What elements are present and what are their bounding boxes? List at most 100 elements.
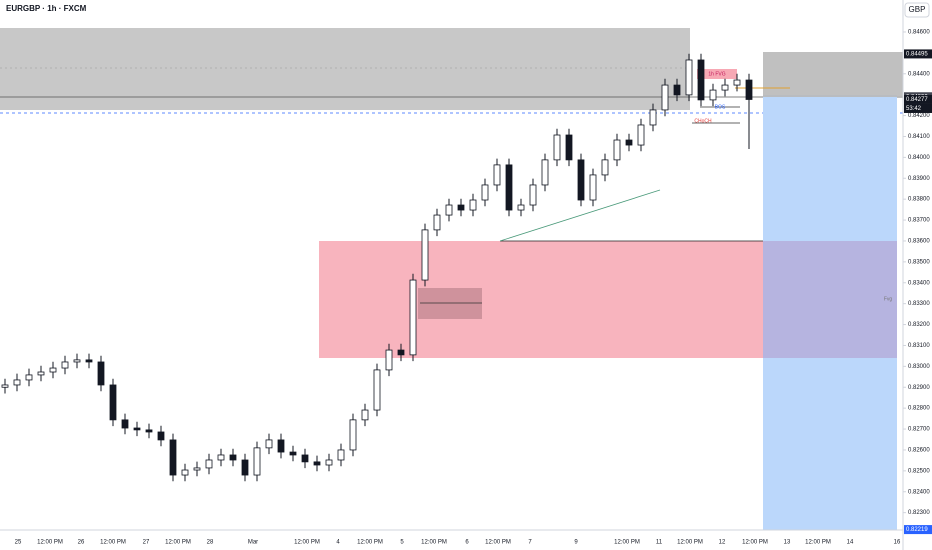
candle-body: [457, 204, 465, 211]
candle-body: [469, 199, 477, 211]
candle-body: [541, 159, 549, 186]
candle-body: [709, 89, 717, 101]
candle-body: [205, 459, 213, 469]
y-tick-label: 0.84000: [908, 155, 930, 161]
y-tick-label: 0.82700: [908, 427, 930, 433]
candle-body: [553, 134, 561, 161]
fvg-box: [697, 69, 737, 79]
candle-body: [37, 371, 45, 376]
y-tick-label: 0.84100: [908, 134, 930, 140]
supply-zone: [0, 28, 690, 110]
y-tick-label: 0.83400: [908, 280, 930, 286]
candle-body: [61, 361, 69, 369]
y-tick-label: 0.84200: [908, 113, 930, 119]
x-tick-label: 28: [207, 540, 214, 546]
candle-body: [145, 429, 153, 433]
x-tick-label: 12:00 PM: [805, 540, 831, 546]
candle-body: [337, 449, 345, 461]
y-tick-label: 0.82400: [908, 489, 930, 495]
y-tick-label: 0.84400: [908, 71, 930, 77]
candle-body: [397, 349, 405, 356]
symbol-title: EURGBP · 1h · FXCM: [6, 4, 87, 13]
y-tick-label: 0.82500: [908, 468, 930, 474]
candle-body: [589, 174, 597, 201]
order-block: [418, 288, 482, 319]
candle-body: [649, 109, 657, 126]
y-tick-label: 0.83900: [908, 176, 930, 182]
candle-body: [445, 204, 453, 216]
candle-body: [109, 384, 117, 421]
price-tag-label: 0.82219: [906, 527, 928, 533]
x-tick-label: 13: [784, 540, 791, 546]
x-tick-label: 12:00 PM: [37, 540, 63, 546]
currency[interactable]: GBP: [909, 5, 926, 14]
x-tick-label: 12: [719, 540, 726, 546]
candle-body: [493, 164, 501, 186]
candle-body: [121, 419, 129, 429]
candle-body: [601, 159, 609, 176]
candle-body: [85, 359, 93, 363]
countdown: 53:42: [906, 106, 922, 112]
stop-zone: [763, 52, 903, 97]
x-tick-label: 7: [528, 540, 532, 546]
y-tick-label: 0.82900: [908, 385, 930, 391]
candle-body: [421, 229, 429, 281]
x-tick-label: 6: [465, 540, 469, 546]
y-tick-label: 0.83500: [908, 259, 930, 265]
y-tick-label: 0.83100: [908, 343, 930, 349]
candle-body: [577, 159, 585, 201]
candle-body: [253, 447, 261, 476]
x-tick-label: 5: [400, 540, 404, 546]
x-tick-label: 9: [574, 540, 578, 546]
x-tick-label: 12:00 PM: [485, 540, 511, 546]
candle-body: [565, 134, 573, 161]
candle-body: [325, 459, 333, 466]
trend-line: [499, 189, 661, 242]
candle-body: [517, 204, 525, 211]
x-tick-label: 12:00 PM: [677, 540, 703, 546]
x-tick-label: 12:00 PM: [357, 540, 383, 546]
x-tick-label: 12:00 PM: [614, 540, 640, 546]
countdown-box: [904, 103, 932, 113]
price-tag-label: 0.84495: [906, 51, 928, 57]
candle-body: [277, 439, 285, 453]
candle-body: [169, 439, 177, 476]
candle-body: [661, 84, 669, 111]
candle-body: [289, 451, 297, 456]
candle-body: [637, 124, 645, 146]
annotation: BOS: [715, 104, 726, 110]
candle-body: [613, 139, 621, 161]
overlap-zone: [763, 241, 897, 358]
y-tick-label: 0.83800: [908, 197, 930, 203]
candle-body: [157, 431, 165, 441]
candle-body: [13, 379, 21, 386]
candle-body: [733, 79, 741, 86]
candle-body: [685, 59, 693, 96]
price-tag: [904, 525, 932, 535]
x-tick-label: 25: [15, 540, 22, 546]
y-tick-label: 0.82800: [908, 406, 930, 412]
candle-body: [529, 184, 537, 206]
candle-body: [229, 454, 237, 461]
x-tick-label: 11: [656, 540, 663, 546]
candle-body: [625, 139, 633, 146]
x-tick-label: Mar: [248, 540, 258, 546]
candle-body: [373, 369, 381, 411]
x-tick-label: 12:00 PM: [742, 540, 768, 546]
x-tick-label: 16: [894, 540, 901, 546]
price-tag: [904, 94, 932, 104]
candle-body: [313, 461, 321, 466]
x-tick-label: 26: [78, 540, 85, 546]
x-tick-label: 12:00 PM: [294, 540, 320, 546]
y-tick-label: 0.82300: [908, 510, 930, 516]
candle-body: [745, 79, 753, 100]
currency-box[interactable]: [904, 2, 930, 18]
y-tick-label: 0.83700: [908, 218, 930, 224]
y-tick-label: 0.84600: [908, 30, 930, 36]
candle-body: [505, 164, 513, 211]
candle-body: [673, 84, 681, 96]
candle-body: [385, 349, 393, 371]
candle-body: [433, 214, 441, 231]
annotation: 1h FVG: [708, 71, 725, 77]
